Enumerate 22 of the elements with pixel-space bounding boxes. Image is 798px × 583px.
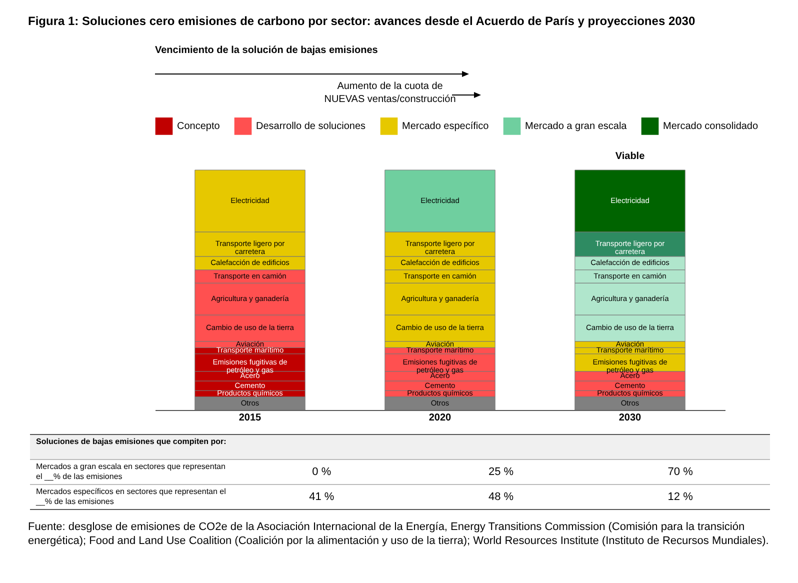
legend-label: Mercado consolidado: [663, 121, 758, 132]
text: Mercados a gran escala en sectores que representan el __% de las emisiones: [30, 460, 232, 484]
x-tick-label: 2030: [618, 412, 642, 424]
text: 25 %: [411, 460, 591, 484]
chart-title: Figura 1: Soluciones cero emisiones de carbono por sector: avances desde el Acuerdo de París y proyecciones 2030: [28, 14, 772, 34]
text: 48 %: [411, 484, 591, 510]
text: 0 %: [232, 460, 412, 484]
text: Soluciones de bajas emisiones que compiten por:: [30, 434, 770, 460]
legend-label: Mercado a gran escala: [525, 121, 628, 132]
x-tick-label: 2015: [238, 412, 262, 424]
text: 12 %: [590, 484, 770, 510]
legend-label: Mercado específico: [402, 121, 490, 132]
source-note: Fuente: desglose de emisiones de CO2e de la Asociación Internacional de la Energía, Energy Transitions Commission (Comisión para la transición energética); Food and Land Use Coalition (Coalición por la alimentación y uso de la tierra); World Resources Institute (Instituto de Recursos Mundiales).: [28, 520, 770, 548]
text: 41 %: [232, 484, 412, 510]
legend-title: Vencimiento de la solución de bajas emisiones: [155, 45, 378, 56]
text: Aumento de la cuota de NUEVAS ventas/construcción: [324, 81, 456, 105]
text: 70 %: [590, 460, 770, 484]
x-tick-label: 2020: [428, 412, 452, 424]
legend-label: Concepto: [177, 121, 220, 132]
text: Mercados específicos en sectores que representan el __% de las emisiones: [30, 484, 232, 510]
text: Viable: [615, 151, 646, 162]
legend-label: Desarrollo de soluciones: [256, 121, 366, 132]
